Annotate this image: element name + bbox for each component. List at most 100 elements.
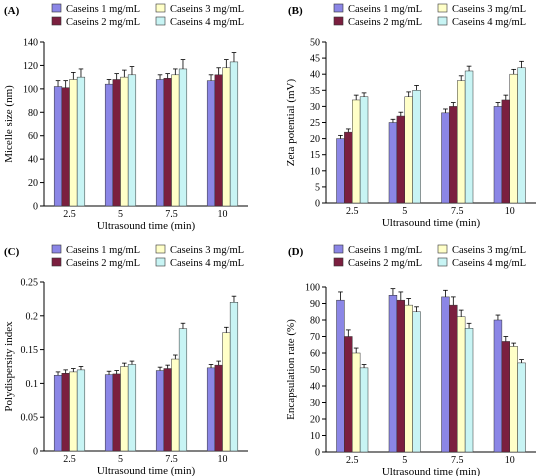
bar [441,296,450,453]
y-tick-label: 40 [310,70,320,81]
bar [112,373,121,452]
x-tick-label: 5 [118,454,123,465]
y-tick-label: 15 [310,150,320,161]
legend-label: Caseins 3 mg/mL [170,4,244,15]
x-tick-label: 5 [402,206,407,217]
bar [441,112,450,204]
y-tick-label: 5 [315,182,320,193]
legend-swatch [333,16,344,26]
legend-label: Caseins 2 mg/mL [66,17,140,28]
legend-label: Caseins 3 mg/mL [452,245,526,256]
y-tick-label: 50 [310,38,320,49]
legend-label: Caseins 4 mg/mL [452,258,526,269]
y-tick-label: 10 [310,166,320,177]
legend-swatch [333,3,344,13]
y-tick-label: 0.05 [21,413,39,424]
bar [53,375,63,452]
chart-panel-4: (D) Caseins 1 mg/mL Caseins 2 mg/mL Caseins… [285,244,536,476]
bar [396,299,405,453]
legend-label: Caseins 1 mg/mL [348,245,422,256]
bar [127,364,137,452]
bar [509,346,518,453]
bar [344,131,353,204]
y-tick-label: 0 [315,199,320,210]
x-tick-label: 7.5 [165,209,178,220]
bar [336,299,345,453]
x-tick-label: 2.5 [346,206,359,217]
bar [359,367,369,453]
y-tick-label: 0 [33,202,38,213]
x-tick-label: 5 [118,209,123,220]
bar [163,368,172,452]
bar [493,319,503,453]
bar [396,115,405,204]
x-tick-label: 2.5 [63,454,76,465]
y-tick-label: 0.25 [21,278,39,289]
bar [222,67,231,207]
x-tick-label: 2.5 [346,455,359,466]
y-tick-label: 25 [310,118,320,129]
bar [206,367,216,452]
x-tick-label: 10 [505,455,515,466]
bar [120,76,129,207]
bar [214,74,223,207]
x-tick-label: 7.5 [451,206,464,217]
x-tick-label: 7.5 [165,454,178,465]
x-axis-title: Ultrasound time (min) [382,466,481,476]
y-tick-label: 20 [310,415,320,426]
x-tick-label: 10 [218,454,228,465]
bar [359,96,369,204]
legend-label: Caseins 3 mg/mL [452,4,526,15]
bar [344,336,353,453]
bar [53,86,63,207]
legend-label: Caseins 4 mg/mL [452,17,526,28]
y-tick-label: 30 [310,398,320,409]
legend-swatch [155,16,166,26]
y-tick-label: 70 [310,332,320,343]
legend-swatch [155,257,166,267]
bar [104,83,114,207]
y-tick-label: 90 [310,299,320,310]
x-tick-label: 10 [505,206,515,217]
legend-label: Caseins 4 mg/mL [170,17,244,28]
chart-panel-3: (C) Caseins 1 mg/mL Caseins 2 mg/mL Caseins… [3,244,248,476]
y-tick-label: 80 [310,316,320,327]
bar [229,302,239,452]
bar [464,328,474,453]
panel-label: (D) [288,246,304,258]
bar [69,371,78,452]
legend-swatch [437,244,448,254]
x-axis-title: Ultrasound time (min) [382,217,481,229]
x-tick-label: 2.5 [63,209,76,220]
legend-swatch [51,16,62,26]
bar [404,304,413,453]
y-axis-title: Polydispersity index [3,321,15,412]
bar [388,122,398,204]
bar [76,76,86,207]
legend-label: Caseins 1 mg/mL [66,245,140,256]
bar [509,73,518,204]
bar [464,70,474,204]
bar [501,99,510,204]
y-tick-label: 40 [310,382,320,393]
bar [214,364,223,452]
bar [517,67,526,204]
bar [222,332,231,452]
legend-swatch [155,3,166,13]
y-tick-label: 20 [28,178,38,189]
y-tick-label: 100 [23,84,38,95]
bar [61,87,70,207]
y-tick-label: 80 [28,108,38,119]
x-tick-label: 5 [402,455,407,466]
legend-swatch [155,244,166,254]
bar [120,366,129,452]
x-tick-label: 7.5 [451,455,464,466]
bar [76,369,86,452]
y-tick-label: 120 [23,61,38,72]
legend-label: Caseins 3 mg/mL [170,245,244,256]
bar [229,61,239,207]
y-tick-label: 0.1 [26,379,39,390]
y-tick-label: 35 [310,86,320,97]
chart-panel-1: (A) Caseins 1 mg/mL Caseins 2 mg/mL Caseins… [3,3,248,232]
bar [352,352,361,453]
